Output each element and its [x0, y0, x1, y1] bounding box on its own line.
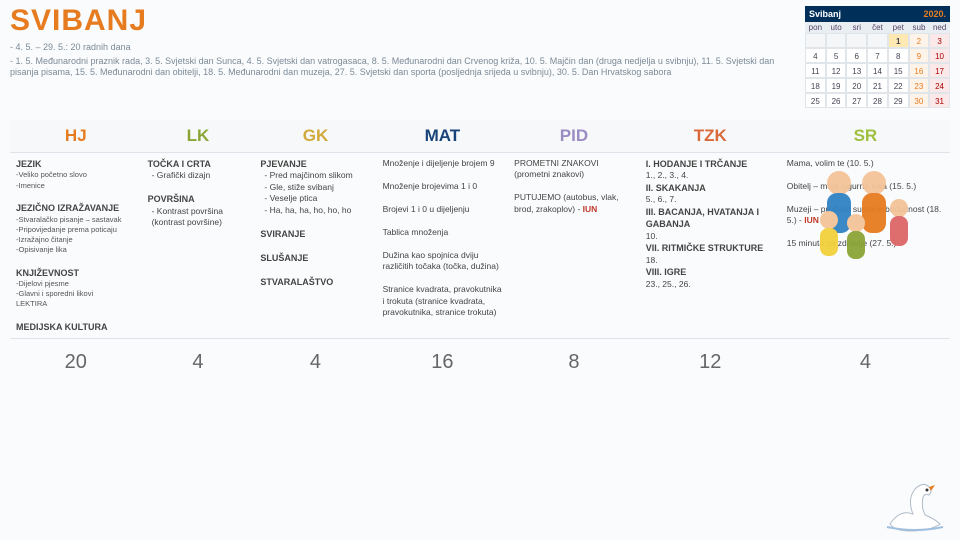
col-tzk: TZK [640, 120, 781, 153]
hj-item: -Opisivanje lika [16, 245, 136, 255]
dow: ned [929, 22, 950, 33]
total-hj: 20 [10, 339, 142, 377]
total-sr: 4 [781, 339, 950, 377]
tzk-item: 5., 6., 7. [646, 194, 677, 204]
dow: pet [888, 22, 909, 33]
gk-h: SVIRANJE [260, 229, 305, 239]
tzk-h: II. SKAKANJA [646, 183, 706, 193]
hj-item: -Izražajno čitanje [16, 235, 136, 245]
mat-item: Tablica množenja [383, 227, 449, 237]
hj-knjizevnost: KNJIŽEVNOST [16, 268, 79, 278]
calendar-month: Svibanj [809, 9, 841, 19]
mat-item: Stranice kvadrata, pravokutnika i trokut… [383, 284, 502, 317]
iun-tag: IUN [583, 204, 598, 214]
mat-item: Množenje i dijeljenje brojem 9 [383, 158, 495, 168]
calendar-year: 2020. [923, 9, 946, 19]
col-lk: LK [142, 120, 255, 153]
hj-item: -Stvaralačko pisanje – sastavak [16, 215, 136, 225]
dow: uto [826, 22, 847, 33]
lk-item: Kontrast površina (kontrast površine) [152, 206, 249, 229]
col-hj: HJ [10, 120, 142, 153]
tzk-item: 18. [646, 255, 658, 265]
mat-item: Dužina kao spojnica dviju različitih toč… [383, 250, 499, 271]
total-gk: 4 [254, 339, 376, 377]
tzk-h: VII. RITMIČKE STRUKTURE [646, 243, 764, 253]
family-illustration-icon [804, 158, 924, 273]
tzk-h: VIII. IGRE [646, 267, 687, 277]
pid-item: PUTUJEMO (autobus, vlak, brod, zrakoplov… [514, 192, 618, 213]
gk-h: PJEVANJE [260, 159, 306, 169]
page-title: SVIBANJ [10, 4, 147, 38]
pid-item: PROMETNI ZNAKOVI (prometni znakovi) [514, 158, 599, 179]
col-sr: SR [781, 120, 950, 153]
dow: čet [867, 22, 888, 33]
cell-gk: PJEVANJE Pred majčinom slikomGle, stiže … [254, 153, 376, 339]
cell-tzk: I. HODANJE I TRČANJE1., 2., 3., 4. II. S… [640, 153, 781, 339]
hj-item: LEKTIRA [16, 299, 136, 309]
tzk-h: III. BACANJA, HVATANJA I GABANJA [646, 207, 759, 229]
lk-item: Grafički dizajn [152, 170, 249, 181]
mat-item: Brojevi 1 i 0 u dijeljenju [383, 204, 470, 214]
gk-h: STVARALAŠTVO [260, 277, 333, 287]
calendar-daynames: ponutosričetpetsubned [805, 22, 950, 33]
info-line-1: - 4. 5. – 29. 5.: 20 radnih dana [10, 42, 795, 54]
tzk-item: 23., 25., 26. [646, 279, 691, 289]
gk-item: Ha, ha, ha, ho, ho, ho [264, 205, 370, 216]
col-pid: PID [508, 120, 640, 153]
lk-h: TOČKA I CRTA [148, 159, 211, 169]
dow: sub [909, 22, 930, 33]
mini-calendar: Svibanj 2020. ponutosričetpetsubned 123 … [805, 6, 950, 108]
hj-item: -Imenice [16, 181, 136, 191]
total-mat: 16 [377, 339, 509, 377]
cell-pid: PROMETNI ZNAKOVI (prometni znakovi) PUTU… [508, 153, 640, 339]
swan-icon [885, 479, 945, 534]
col-gk: GK [254, 120, 376, 153]
lk-h: POVRŠINA [148, 194, 195, 204]
mat-item: Množenje brojevima 1 i 0 [383, 181, 478, 191]
cell-hj: JEZIK -Veliko početno slovo -Imenice JEZ… [10, 153, 142, 339]
gk-h: SLUŠANJE [260, 253, 308, 263]
cell-mat: Množenje i dijeljenje brojem 9 Množenje … [377, 153, 509, 339]
tzk-item: 10. [646, 231, 658, 241]
tzk-item: 1., 2., 3., 4. [646, 170, 689, 180]
hj-item: -Glavni i sporedni likovi [16, 289, 136, 299]
total-lk: 4 [142, 339, 255, 377]
calendar-header: Svibanj 2020. [805, 6, 950, 22]
hj-izrazavanje: JEZIČNO IZRAŽAVANJE [16, 203, 119, 213]
total-tzk: 12 [640, 339, 781, 377]
info-line-2: - 1. 5. Međunarodni praznik rada, 3. 5. … [10, 56, 795, 79]
hj-item: -Pripovijedanje prema poticaju [16, 225, 136, 235]
hj-item: -Veliko početno slovo [16, 170, 136, 180]
hj-medijska: MEDIJSKA KULTURA [16, 322, 108, 332]
gk-item: Gle, stiže svibanj [264, 182, 370, 193]
pid-text: PUTUJEMO (autobus, vlak, brod, zrakoplov… [514, 192, 618, 213]
dow: sri [846, 22, 867, 33]
gk-item: Veselje ptica [264, 193, 370, 204]
tzk-h: I. HODANJE I TRČANJE [646, 159, 748, 169]
cell-lk: TOČKA I CRTA Grafički dizajn POVRŠINA Ko… [142, 153, 255, 339]
hj-jezik: JEZIK [16, 159, 42, 169]
calendar-grid: 123 45678910 11121314151617 181920212223… [805, 33, 950, 108]
hj-item: -Dijelovi pjesme [16, 279, 136, 289]
total-pid: 8 [508, 339, 640, 377]
col-mat: MAT [377, 120, 509, 153]
gk-item: Pred majčinom slikom [264, 170, 370, 181]
dow: pon [805, 22, 826, 33]
